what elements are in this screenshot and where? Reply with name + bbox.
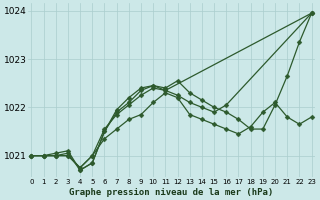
X-axis label: Graphe pression niveau de la mer (hPa): Graphe pression niveau de la mer (hPa) [69,188,274,197]
